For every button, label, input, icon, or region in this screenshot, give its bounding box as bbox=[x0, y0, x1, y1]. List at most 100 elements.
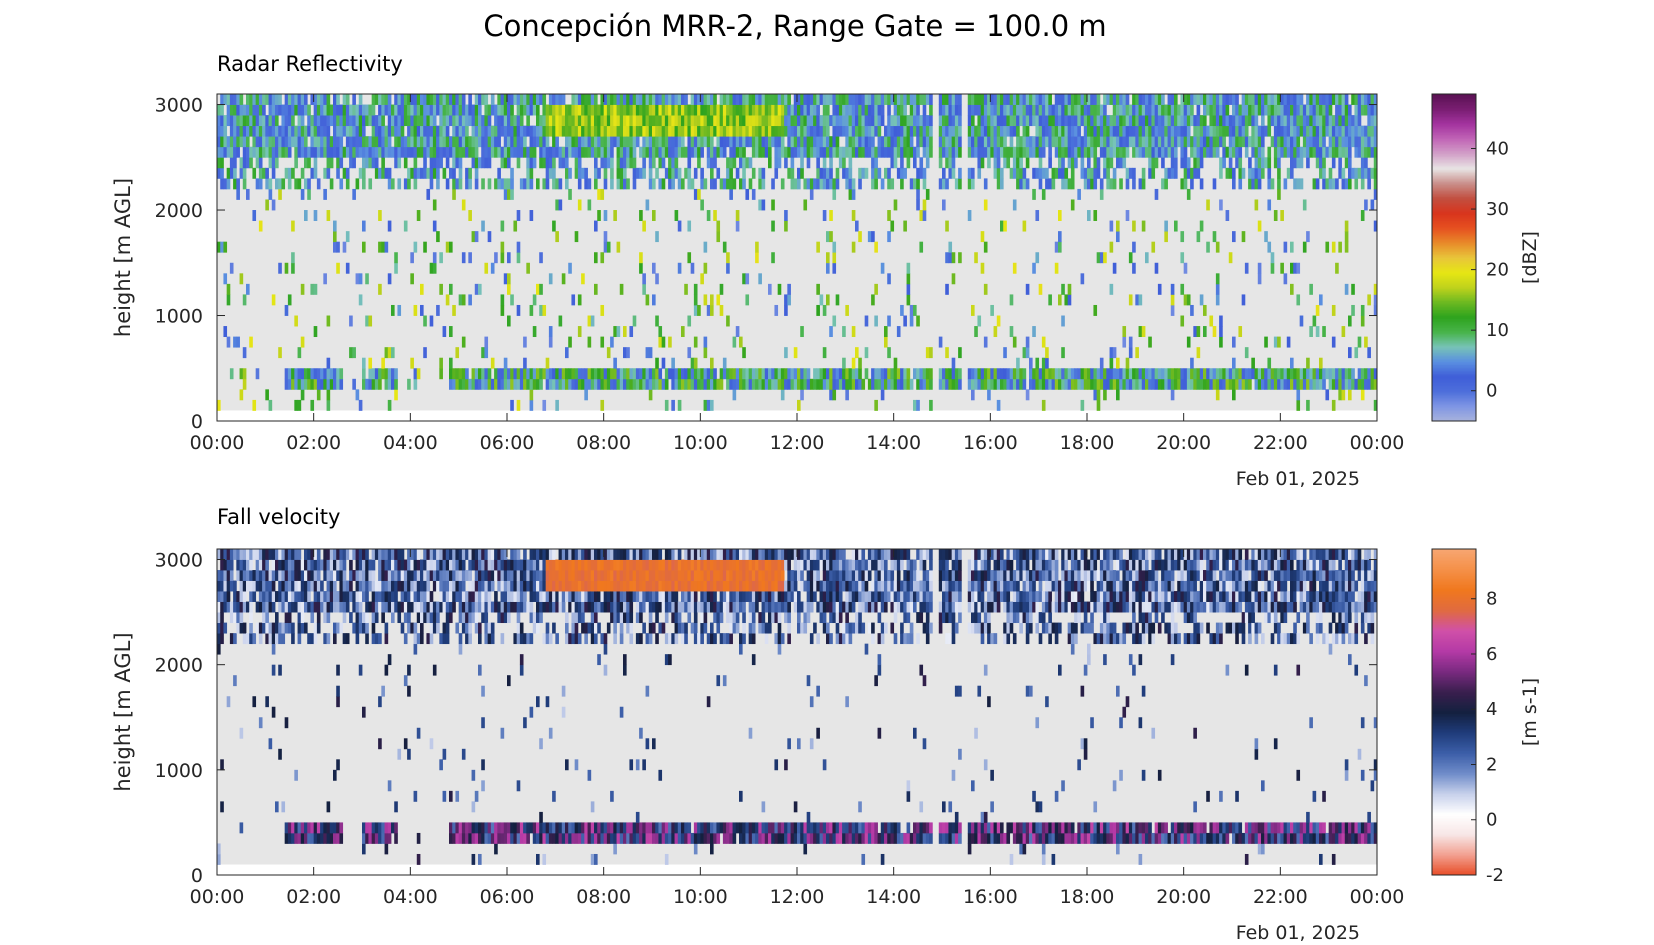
heat-cell bbox=[1351, 378, 1355, 390]
heat-cell bbox=[442, 125, 447, 137]
heat-cell bbox=[845, 146, 849, 158]
heat-cell bbox=[635, 115, 640, 127]
heat-cell bbox=[452, 146, 456, 158]
heat-cell bbox=[1003, 378, 1007, 390]
heat-cell bbox=[1302, 136, 1307, 148]
heat-cell bbox=[275, 94, 279, 105]
heat-cell bbox=[848, 125, 853, 137]
heat-cell bbox=[706, 378, 711, 390]
heat-cell bbox=[1016, 136, 1020, 148]
heat-cell bbox=[507, 94, 511, 105]
heat-cell bbox=[342, 612, 347, 624]
heat-cell bbox=[352, 146, 356, 158]
colorbar-segment bbox=[1432, 374, 1476, 377]
heat-cell bbox=[455, 157, 460, 169]
heat-cell bbox=[1022, 347, 1027, 359]
heat-cell bbox=[942, 146, 946, 158]
heat-cell bbox=[977, 315, 982, 327]
heat-cell bbox=[1067, 125, 1072, 137]
heat-cell bbox=[706, 399, 711, 411]
heat-cell bbox=[1022, 115, 1027, 127]
heat-cell bbox=[925, 94, 930, 105]
heat-cell bbox=[1122, 326, 1127, 338]
heat-cell bbox=[407, 94, 411, 105]
colorbar-segment bbox=[1432, 154, 1476, 157]
heat-cell bbox=[577, 136, 582, 148]
heat-cell bbox=[490, 633, 495, 645]
heat-cell bbox=[490, 559, 495, 571]
heat-cell bbox=[703, 347, 708, 359]
heat-cell bbox=[320, 559, 324, 571]
heat-cell bbox=[613, 94, 617, 105]
heat-cell bbox=[1058, 94, 1062, 105]
heat-cell bbox=[703, 368, 708, 380]
heat-cell bbox=[358, 136, 363, 148]
heat-cell bbox=[316, 368, 321, 380]
heat-cell bbox=[1357, 378, 1362, 390]
heat-cell bbox=[690, 357, 695, 369]
heat-cell bbox=[307, 570, 311, 581]
heat-cell bbox=[1119, 378, 1123, 390]
heat-cell bbox=[1309, 115, 1313, 127]
heat-cell bbox=[668, 336, 672, 348]
heat-cell bbox=[465, 136, 469, 148]
heat-cell bbox=[1070, 378, 1075, 390]
heat-cell bbox=[1254, 94, 1259, 105]
heat-cell bbox=[545, 368, 550, 380]
heat-cell bbox=[539, 157, 543, 169]
heat-cell bbox=[313, 94, 318, 105]
heat-cell bbox=[684, 378, 688, 390]
heat-cell bbox=[416, 94, 421, 105]
heat-cell bbox=[284, 136, 289, 148]
heat-cell bbox=[655, 136, 659, 148]
heat-cell bbox=[1364, 136, 1368, 148]
heat-cell bbox=[1338, 368, 1342, 380]
heat-cell bbox=[255, 136, 260, 148]
heat-cell bbox=[793, 104, 798, 116]
heat-cell bbox=[606, 94, 611, 105]
heat-cell bbox=[416, 591, 421, 602]
heat-cell bbox=[403, 559, 408, 571]
colorbar-segment bbox=[1432, 151, 1476, 154]
heat-cell bbox=[1122, 368, 1127, 380]
heat-cell bbox=[410, 136, 414, 148]
heat-cell bbox=[458, 94, 463, 105]
heat-cell bbox=[558, 157, 563, 169]
heat-cell bbox=[1109, 178, 1114, 190]
heat-cell bbox=[1109, 357, 1114, 369]
heat-cell bbox=[384, 622, 389, 634]
heat-cell bbox=[313, 146, 318, 158]
heat-cell bbox=[668, 146, 672, 158]
heat-cell bbox=[803, 125, 808, 137]
heat-cell bbox=[271, 706, 276, 718]
heat-cell bbox=[861, 378, 866, 390]
heat-cell bbox=[1035, 104, 1040, 116]
heat-cell bbox=[639, 104, 643, 116]
heat-cell bbox=[300, 336, 305, 348]
heat-cell bbox=[1070, 178, 1075, 190]
heat-cell bbox=[771, 94, 775, 105]
heat-cell bbox=[632, 178, 637, 190]
heat-cell bbox=[1286, 104, 1291, 116]
heat-cell bbox=[777, 136, 782, 148]
heat-cell bbox=[397, 115, 402, 127]
heat-cell bbox=[242, 633, 247, 645]
heat-cell bbox=[1164, 368, 1168, 380]
heat-cell bbox=[826, 115, 830, 127]
heat-cell bbox=[1128, 252, 1133, 264]
heat-cell bbox=[478, 853, 482, 865]
heat-cell bbox=[1344, 146, 1349, 158]
heat-cell bbox=[468, 210, 472, 221]
heat-cell bbox=[893, 157, 898, 169]
heat-cell bbox=[729, 136, 733, 148]
heat-cell bbox=[958, 146, 962, 158]
heat-cell bbox=[1360, 368, 1365, 380]
heat-cell bbox=[1235, 157, 1239, 169]
heat-cell bbox=[313, 822, 318, 834]
heat-cell bbox=[1083, 125, 1088, 137]
heat-cell bbox=[484, 336, 489, 348]
colorbar-segment bbox=[1432, 99, 1476, 102]
heat-cell bbox=[1180, 115, 1185, 127]
heat-cell bbox=[484, 612, 489, 624]
heat-cell bbox=[716, 146, 721, 158]
